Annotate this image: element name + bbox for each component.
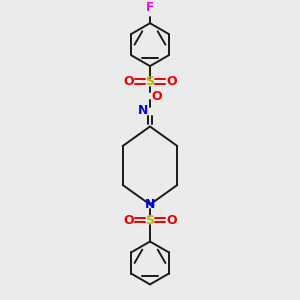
Text: O: O — [123, 75, 134, 88]
Text: O: O — [166, 214, 177, 226]
Text: O: O — [152, 90, 162, 103]
Text: S: S — [146, 75, 154, 88]
Text: F: F — [146, 2, 154, 14]
Text: N: N — [145, 198, 155, 211]
Text: N: N — [138, 104, 148, 117]
Text: O: O — [123, 214, 134, 226]
Text: S: S — [146, 214, 154, 226]
Text: O: O — [166, 75, 177, 88]
